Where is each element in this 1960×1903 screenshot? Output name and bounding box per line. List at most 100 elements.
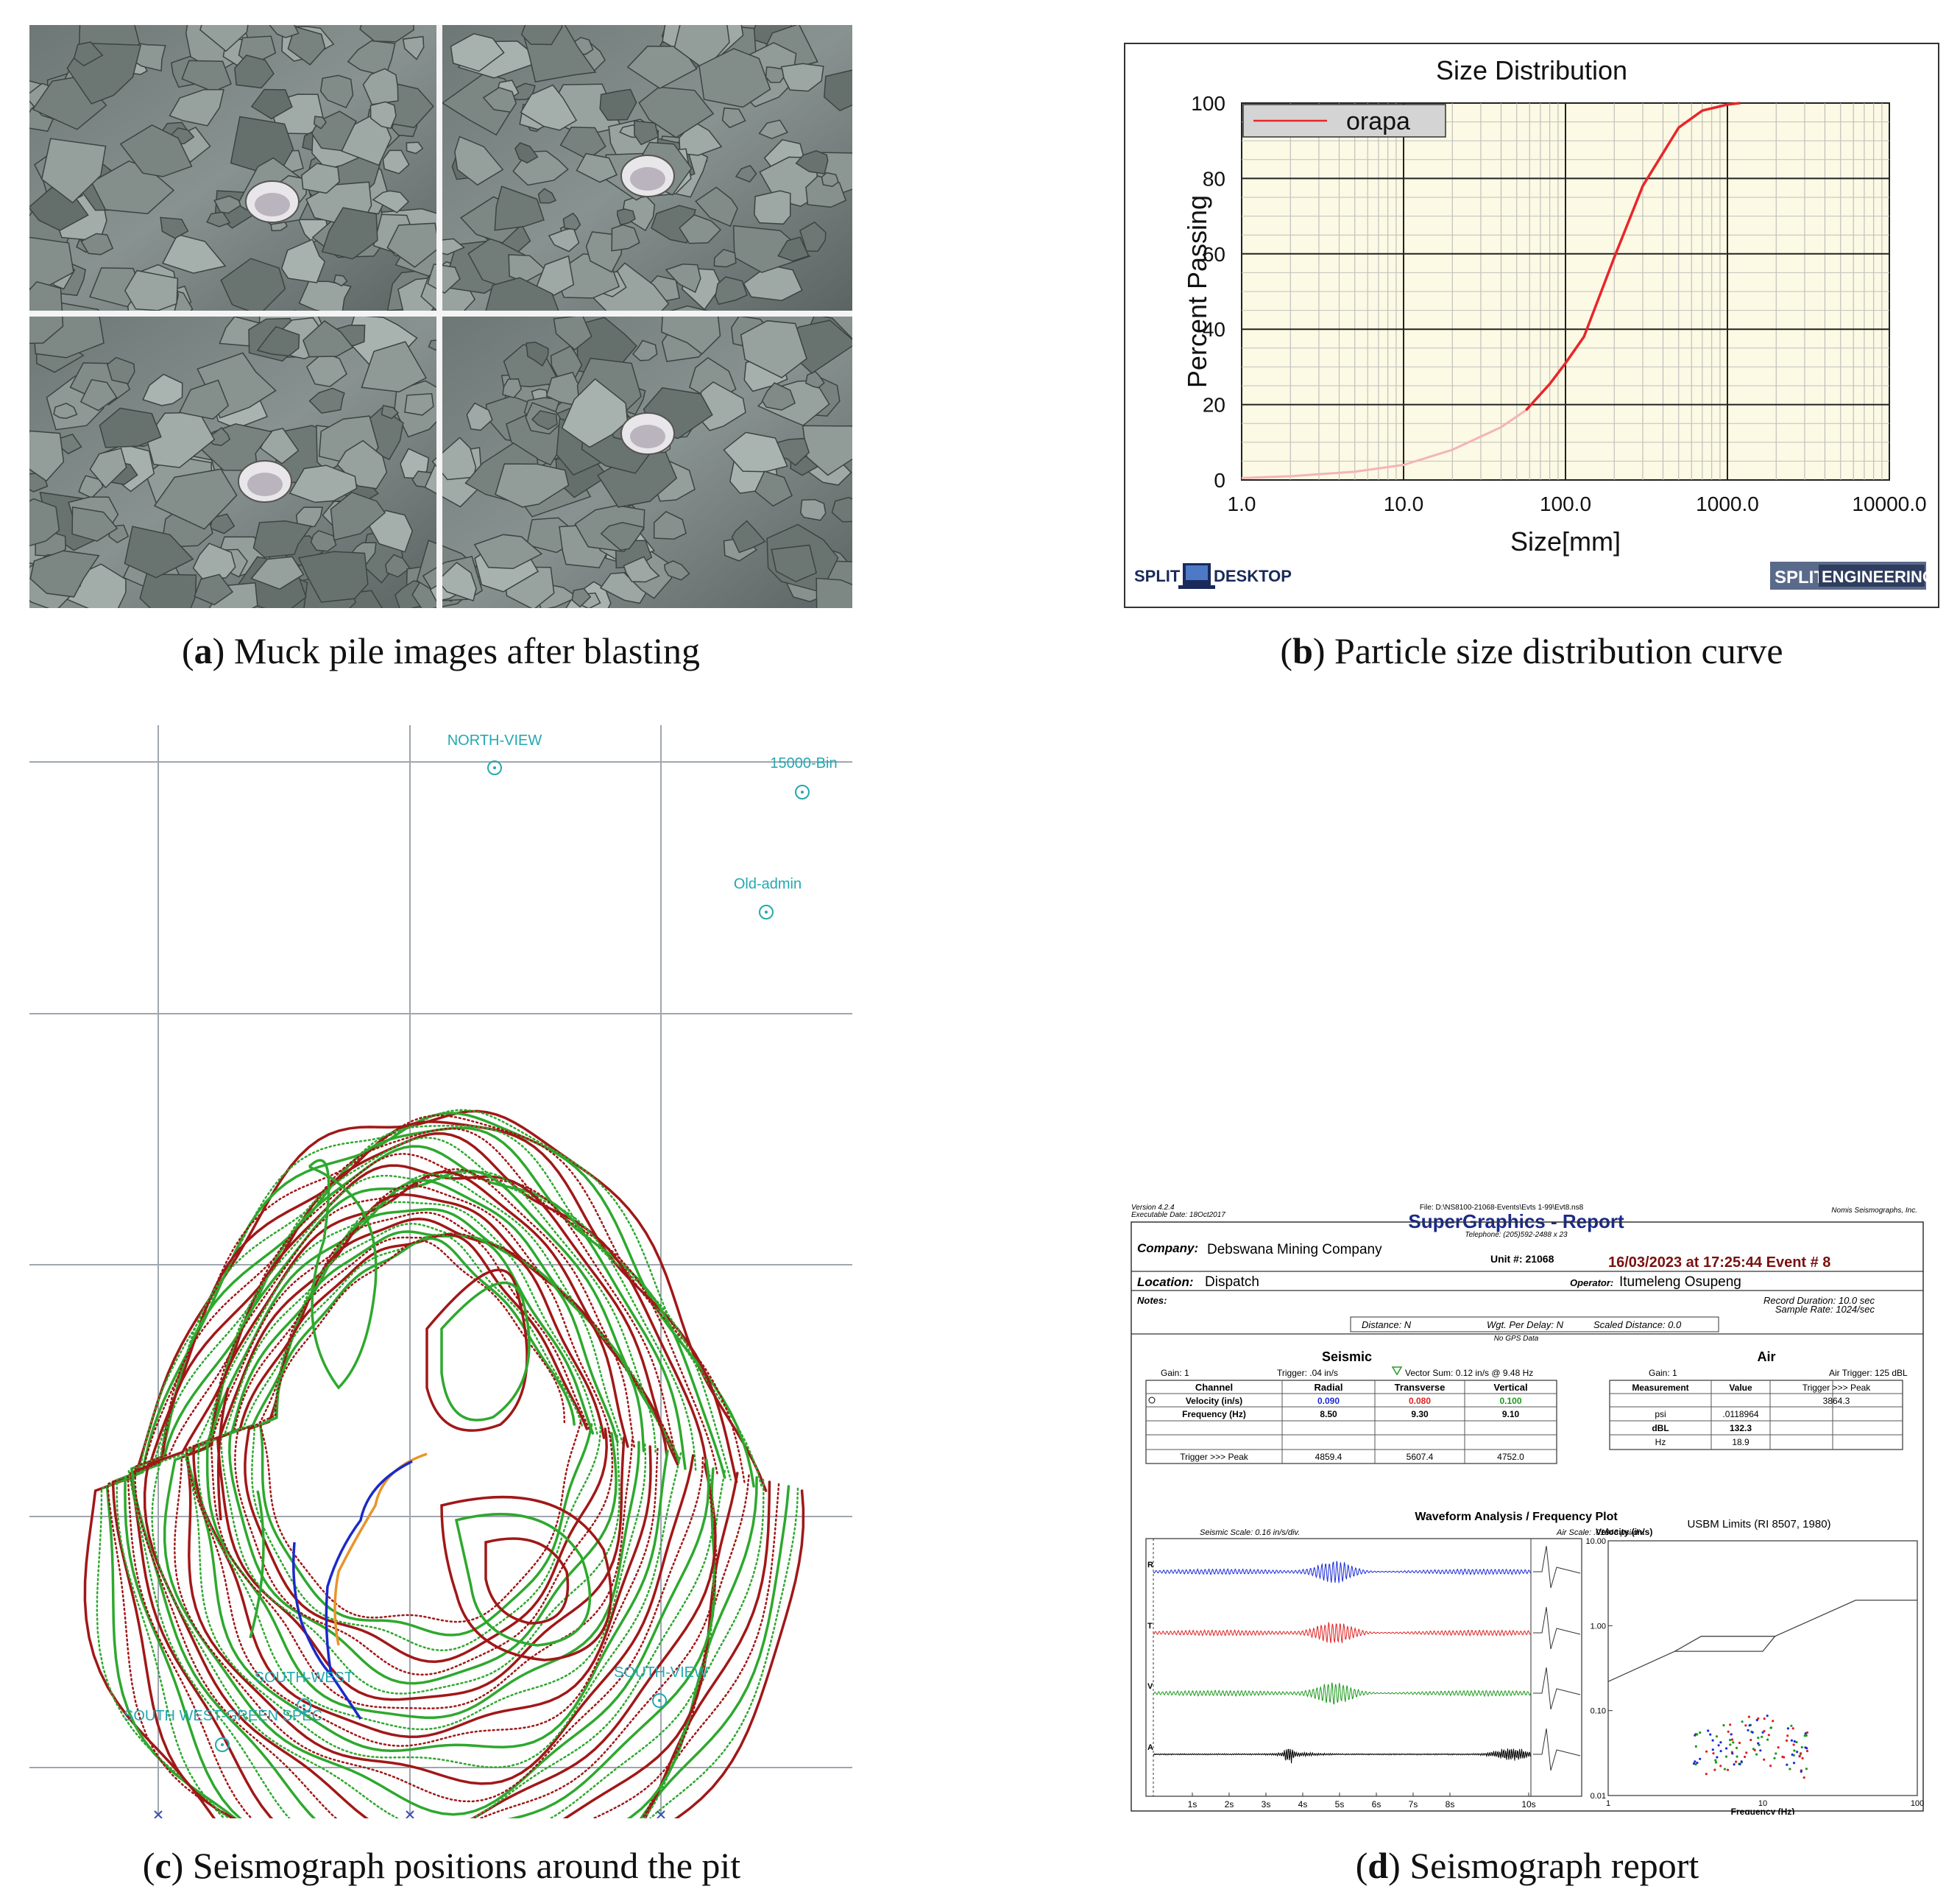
file-path: File: D:\NS8100-21068-Events\Evts 1-99\E…	[1420, 1204, 1584, 1212]
y-tick-label: 40	[1203, 318, 1225, 341]
seismic-cell: 9.10	[1502, 1409, 1520, 1419]
seismic-cell: 0.100	[1499, 1396, 1521, 1406]
seismic-table: Channel Radial Transverse Vertical Velocity …	[1145, 1380, 1557, 1464]
location-value: Dispatch	[1205, 1274, 1259, 1290]
seismic-header: Radial	[1314, 1382, 1342, 1393]
seismic-cell: 5607.4	[1407, 1452, 1434, 1462]
y-tick-label: 20	[1203, 394, 1225, 417]
hard-hat-icon	[245, 180, 300, 223]
weight-per-delay: Wgt. Per Delay: N	[1487, 1319, 1564, 1330]
legend-label: orapa	[1346, 107, 1410, 135]
operator-value: Itumeleng Osupeng	[1619, 1274, 1741, 1290]
chart-title: Size Distribution	[1436, 55, 1627, 85]
y-tick-label: 100	[1191, 92, 1225, 115]
air-cell: Hz	[1655, 1437, 1666, 1447]
air-gain: Gain: 1	[1649, 1368, 1677, 1378]
muck-pile-photo	[4, 280, 466, 629]
waveform-trace	[1153, 1622, 1532, 1643]
freq-y-tick: 1.00	[1591, 1622, 1606, 1631]
seismic-cell: 8.50	[1320, 1409, 1337, 1419]
freq-x-tick: 1	[1606, 1799, 1610, 1808]
station-label: Old-admin	[734, 876, 802, 892]
x-tick-label: 1000.0	[1696, 492, 1759, 515]
seismograph-station: NORTH-VIEW	[447, 732, 542, 775]
size-distribution-chart: Size Distribution 1.0 10.0 100.0 1000.0 1000…	[1124, 43, 1939, 608]
seismograph-station: 15000-Bin	[770, 755, 838, 799]
notes-label: Notes:	[1137, 1295, 1167, 1306]
time-tick: 5s	[1335, 1799, 1345, 1810]
freq-y-tick: 0.01	[1591, 1792, 1606, 1801]
hard-hat-icon	[620, 155, 675, 197]
channel-label: A	[1147, 1743, 1153, 1752]
seismograph-station: SOUTH WEST-GREEN SPEC	[124, 1708, 322, 1752]
seismic-cell: 0.090	[1317, 1396, 1340, 1406]
svg-text:ENGINEERING: ENGINEERING	[1822, 568, 1935, 586]
air-scale: Air Scale: .01843 psi/div.	[1556, 1528, 1645, 1537]
station-label: NORTH-VIEW	[447, 732, 542, 749]
station-marker-icon	[215, 1737, 230, 1752]
waveform-trace	[1153, 1561, 1532, 1584]
time-tick: 10s	[1521, 1799, 1535, 1810]
svg-text:DESKTOP: DESKTOP	[1214, 567, 1292, 585]
panel-b-size-distribution: Size Distribution 1.0 10.0 100.0 1000.0 1000…	[1124, 43, 1939, 608]
vector-sum: Vector Sum: 0.12 in/s @ 9.48 Hz	[1405, 1368, 1533, 1378]
y-tick-label: 0	[1214, 469, 1225, 492]
air-cell: .0118964	[1722, 1409, 1758, 1419]
caption-c: (c) Seismograph positions around the pit	[142, 1845, 741, 1886]
operator-label: Operator:	[1570, 1277, 1613, 1288]
pit-contour-map: NORTH-VIEW 15000-Bin Old-admin SOUTH-WEST SO…	[29, 725, 852, 1903]
company-label: Company:	[1137, 1241, 1198, 1255]
time-tick: 2s	[1225, 1799, 1234, 1810]
seismic-trigger: Trigger: .04 in/s	[1277, 1368, 1338, 1378]
velocity-axis-label: Velocity (in/s)	[1596, 1527, 1652, 1537]
air-trigger: Air Trigger: 125 dBL	[1829, 1368, 1908, 1378]
unit-number: Unit #: 21068	[1490, 1253, 1554, 1265]
split-desktop-logo: SPLIT DESKTOP	[1134, 563, 1292, 589]
air-header: Value	[1729, 1383, 1752, 1393]
distance: Distance: N	[1362, 1319, 1412, 1330]
usbm-limit-line	[1674, 1636, 1776, 1652]
svg-text:SPLIT: SPLIT	[1134, 567, 1181, 585]
channel-label: R	[1147, 1561, 1153, 1570]
seismic-scale: Seismic Scale: 0.16 in/s/div.	[1200, 1528, 1300, 1537]
version: Version 4.2.4	[1131, 1204, 1175, 1212]
muck-pile-photo-grid	[0, 0, 884, 629]
split-engineering-logo: SPLIT ENGINEERING	[1770, 562, 1935, 590]
chart-legend: orapa	[1242, 104, 1446, 138]
seismograph-station: Old-admin	[734, 876, 802, 919]
company-name: Debswana Mining Company	[1207, 1242, 1382, 1257]
station-marker-icon	[795, 785, 810, 799]
seismograph-station: SOUTH-WEST	[255, 1670, 353, 1713]
station-marker-icon	[487, 760, 502, 775]
seismic-cell: 4859.4	[1315, 1452, 1342, 1462]
seismic-header: Transverse	[1395, 1382, 1446, 1393]
y-axis-label: Percent Passing	[1182, 195, 1212, 388]
time-tick: 3s	[1262, 1799, 1271, 1810]
air-cell: 132.3	[1730, 1423, 1752, 1433]
station-label: SOUTH-WEST	[255, 1670, 353, 1686]
freq-y-tick: 0.10	[1591, 1707, 1606, 1716]
waveform-trace	[1153, 1748, 1532, 1764]
exec-date: Executable Date: 18Oct2017	[1131, 1211, 1225, 1219]
seismic-cell: Frequency (Hz)	[1182, 1409, 1246, 1419]
triangle-icon	[1391, 1366, 1403, 1376]
seismic-cell: Trigger >>> Peak	[1180, 1452, 1249, 1462]
series-line-orapa	[1525, 102, 1741, 412]
muck-pile-photo	[420, 0, 884, 338]
seismic-title: Seismic	[1322, 1349, 1372, 1364]
channel-label: T	[1147, 1622, 1153, 1631]
seismic-gain: Gain: 1	[1161, 1368, 1189, 1378]
station-label: SOUTH WEST-GREEN SPEC	[124, 1708, 322, 1724]
hard-hat-icon	[620, 412, 675, 455]
y-tick-label: 60	[1203, 243, 1225, 266]
channel-label: V	[1147, 1682, 1153, 1691]
station-marker-icon	[759, 905, 774, 919]
panel-c-pit-map: NORTH-VIEW 15000-Bin Old-admin SOUTH-WEST SO…	[29, 725, 854, 1903]
y-tick-label: 80	[1203, 167, 1225, 190]
time-tick: 6s	[1372, 1799, 1381, 1810]
event-datetime: 16/03/2023 at 17:25:44 Event # 8	[1608, 1254, 1830, 1271]
freq-x-tick: 100	[1911, 1799, 1924, 1808]
caption-d: (d) Seismograph report	[1355, 1845, 1699, 1886]
station-label: SOUTH-VIEW	[614, 1664, 708, 1681]
panel-d-seismograph-report: Version 4.2.4 Executable Date: 18Oct2017…	[1130, 1204, 1925, 1817]
